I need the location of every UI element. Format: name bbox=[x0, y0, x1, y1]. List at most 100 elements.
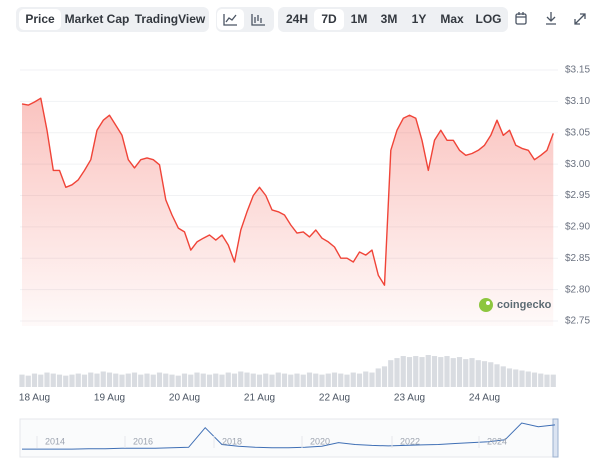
volume-bar bbox=[69, 374, 75, 387]
volume-bar bbox=[319, 374, 325, 387]
volume-bar bbox=[513, 369, 519, 387]
volume-bar bbox=[544, 374, 550, 387]
volume-bar bbox=[75, 373, 81, 387]
volume-bar bbox=[394, 358, 400, 387]
navigator-label: 2014 bbox=[45, 436, 65, 446]
volume-bar bbox=[19, 374, 25, 387]
navigator-frame bbox=[19, 418, 559, 458]
volume-bar bbox=[444, 356, 450, 387]
y-tick-label: $2.85 bbox=[565, 253, 590, 264]
volume-bar bbox=[388, 360, 394, 387]
range-button[interactable]: 1M bbox=[351, 12, 368, 26]
volume-bar bbox=[419, 357, 425, 387]
watermark-logo-eye bbox=[486, 301, 490, 305]
volume-bar bbox=[181, 373, 188, 387]
volume-bar bbox=[263, 373, 269, 387]
watermark: coingecko bbox=[497, 299, 552, 311]
volume-bar bbox=[188, 374, 194, 387]
x-tick-label: 24 Aug bbox=[469, 393, 500, 404]
volume-bar bbox=[94, 373, 100, 387]
volume-bar bbox=[56, 374, 63, 387]
volume-bar bbox=[531, 372, 538, 387]
volume-bar bbox=[488, 362, 494, 387]
x-tick-label: 19 Aug bbox=[94, 393, 125, 404]
y-tick-label: $3.10 bbox=[565, 96, 590, 107]
x-tick-label: 22 Aug bbox=[319, 393, 350, 404]
line-icon[interactable] bbox=[217, 9, 244, 30]
volume-bar bbox=[294, 373, 300, 387]
navigator-label: 2018 bbox=[222, 436, 242, 446]
y-tick-label: $2.95 bbox=[565, 190, 590, 201]
range-button[interactable]: 7D bbox=[321, 12, 337, 26]
volume-bar bbox=[344, 374, 350, 387]
x-tick-label: 20 Aug bbox=[169, 393, 200, 404]
volume-bar bbox=[88, 372, 94, 387]
volume-bar bbox=[300, 374, 306, 387]
navigator-handle[interactable] bbox=[552, 418, 559, 458]
navigator-label: 2020 bbox=[310, 436, 330, 446]
range-button[interactable]: 24H bbox=[286, 12, 308, 26]
range-button[interactable]: Max bbox=[440, 12, 464, 26]
volume-bar bbox=[250, 373, 256, 387]
candle-icon[interactable] bbox=[251, 14, 265, 26]
volume-bar bbox=[131, 372, 138, 387]
x-tick-label: 21 Aug bbox=[244, 393, 275, 404]
volume-bar bbox=[406, 357, 413, 387]
volume-bar bbox=[538, 373, 544, 387]
volume-bar bbox=[431, 356, 438, 387]
y-tick-label: $3.00 bbox=[565, 159, 590, 170]
volume-bar bbox=[325, 373, 331, 387]
tab-button[interactable]: Market Cap bbox=[65, 12, 130, 26]
y-tick-label: $3.15 bbox=[565, 65, 590, 76]
volume-bar bbox=[156, 372, 163, 387]
volume-bar bbox=[125, 373, 131, 387]
volume-bar bbox=[225, 372, 231, 387]
volume-bar bbox=[363, 371, 369, 387]
volume-bar bbox=[338, 373, 344, 387]
volume-bar bbox=[525, 371, 531, 387]
range-button[interactable]: 1Y bbox=[412, 12, 427, 26]
range-button[interactable]: LOG bbox=[476, 12, 502, 26]
volume-bar bbox=[256, 374, 263, 387]
volume-bar bbox=[469, 358, 475, 387]
volume-bar bbox=[163, 373, 169, 387]
volume-bar bbox=[63, 375, 69, 387]
calendar-icon[interactable] bbox=[515, 12, 527, 25]
y-tick-label: $2.90 bbox=[565, 222, 590, 233]
volume-bar bbox=[481, 361, 488, 387]
volume-bar bbox=[275, 372, 281, 387]
navigator-label: 2024 bbox=[487, 436, 507, 446]
volume-bar bbox=[138, 374, 144, 387]
volume-bar bbox=[475, 360, 481, 387]
volume-bar bbox=[44, 372, 50, 387]
volume-bar bbox=[369, 372, 375, 387]
range-button[interactable]: 3M bbox=[381, 12, 398, 26]
volume-bar bbox=[288, 374, 294, 387]
volume-bar bbox=[306, 372, 313, 387]
y-tick-label: $2.80 bbox=[565, 284, 590, 295]
watermark-logo bbox=[479, 298, 493, 312]
volume-bar bbox=[519, 370, 525, 387]
tab-button[interactable]: Price bbox=[25, 12, 55, 26]
volume-bar bbox=[194, 372, 200, 387]
tab-button[interactable]: TradingView bbox=[135, 12, 206, 26]
tab-selected-bg bbox=[19, 9, 61, 30]
volume-bar bbox=[81, 374, 88, 387]
volume-bar bbox=[119, 374, 125, 387]
volume-bar bbox=[313, 373, 319, 387]
volume-bar bbox=[450, 358, 456, 387]
volume-bar bbox=[100, 371, 106, 387]
volume-bar bbox=[506, 368, 513, 387]
range-selected-bg bbox=[314, 9, 344, 30]
y-tick-label: $2.75 bbox=[565, 316, 590, 327]
expand-icon[interactable] bbox=[574, 13, 586, 25]
navigator-label: 2016 bbox=[133, 436, 153, 446]
volume-bar bbox=[38, 374, 44, 387]
volume-bar bbox=[200, 373, 206, 387]
volume-bar bbox=[463, 359, 469, 387]
volume-bar bbox=[106, 372, 113, 387]
volume-bar bbox=[425, 355, 431, 387]
download-icon[interactable] bbox=[546, 12, 556, 25]
price-area bbox=[22, 98, 554, 326]
